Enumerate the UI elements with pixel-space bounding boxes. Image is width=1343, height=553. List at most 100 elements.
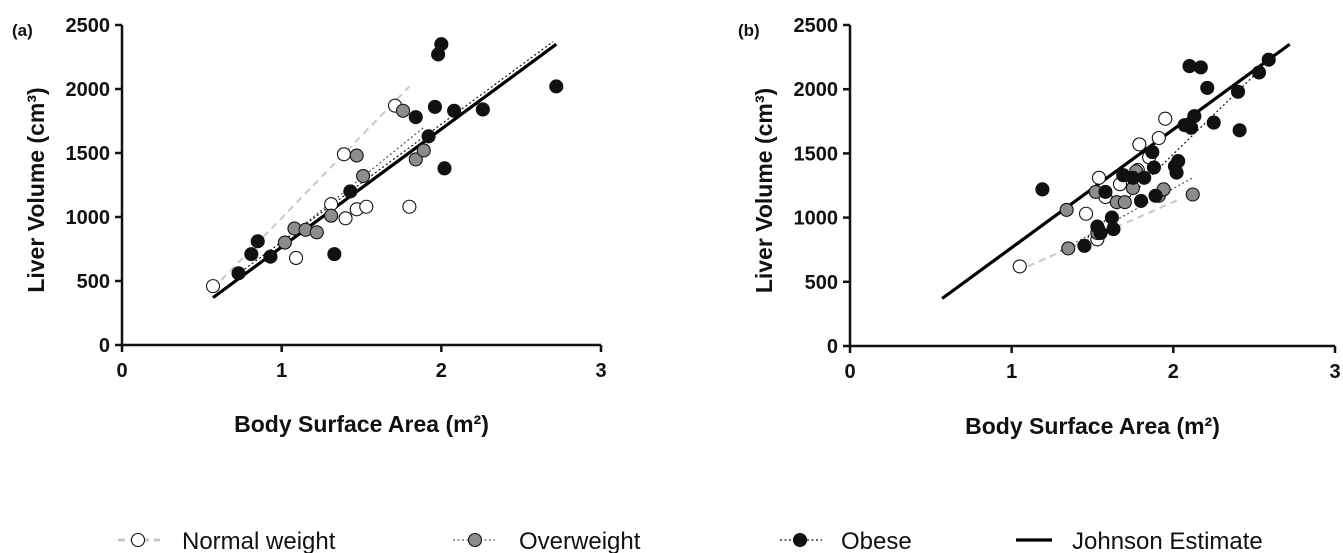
data-point-normal: [1158, 111, 1173, 126]
data-point-obese: [1093, 225, 1108, 241]
y-tick-label: 500: [805, 272, 838, 294]
y-tick-label: 2000: [66, 79, 111, 101]
y-tick-label: 0: [99, 335, 110, 357]
data-point-obese: [1145, 145, 1160, 160]
data-point-obese: [250, 234, 265, 249]
y-tick-label: 1500: [66, 143, 111, 165]
legend-swatch-marker: [792, 532, 808, 548]
data-point-overweight: [324, 208, 339, 223]
fit-line-normal: [1027, 197, 1182, 268]
data-point-obese: [1206, 115, 1221, 130]
legend-label: Overweight: [519, 528, 641, 553]
data-point-obese: [343, 184, 358, 199]
data-point-overweight: [356, 168, 371, 184]
data-point-obese: [1146, 160, 1161, 175]
data-point-obese: [1171, 154, 1186, 169]
fit-line-obese: [233, 41, 554, 278]
data-point-obese: [1035, 182, 1050, 197]
data-point-obese: [475, 102, 490, 117]
data-point-obese: [1137, 170, 1152, 185]
data-point-normal: [402, 199, 417, 214]
data-point-overweight: [395, 103, 411, 118]
x-tick-label: 3: [595, 360, 606, 382]
data-point-overweight: [1061, 241, 1076, 256]
data-point-obese: [1193, 60, 1208, 75]
data-point-obese: [327, 247, 342, 262]
data-point-overweight: [416, 143, 431, 158]
data-point-obese: [1133, 193, 1149, 208]
x-tick-label: 1: [1006, 361, 1017, 383]
data-point-normal: [1151, 130, 1166, 146]
y-tick-label: 1000: [794, 208, 839, 230]
panel-label: (a): [12, 21, 33, 40]
x-tick-label: 2: [1168, 361, 1179, 383]
data-point-normal: [205, 279, 221, 294]
legend: Normal weight Overweight Obese Johnson Esti…: [118, 528, 1263, 553]
data-point-normal: [1132, 137, 1147, 152]
legend-swatch-marker: [467, 532, 483, 548]
chart-panel-b: 0 500 1000 1500 2000 2500 0 1 2 3 (b) Body Surface …: [738, 15, 1341, 439]
data-point-obese: [1230, 84, 1246, 99]
data-point-obese: [549, 79, 564, 94]
y-tick-label: 2500: [794, 15, 839, 37]
data-point-obese: [427, 99, 442, 114]
y-tick-label: 1000: [66, 207, 111, 229]
legend-swatch-marker: [130, 532, 146, 548]
y-tick-label: 2500: [66, 15, 111, 37]
y-tick-label: 1500: [794, 143, 839, 165]
y-tick-label: 0: [827, 336, 838, 358]
x-tick-label: 3: [1329, 361, 1340, 383]
data-point-normal: [1078, 206, 1094, 221]
data-point-obese: [421, 129, 436, 144]
data-point-normal: [359, 199, 374, 214]
legend-label: Johnson Estimate: [1072, 528, 1263, 553]
data-point-normal: [1091, 170, 1107, 185]
x-tick-label: 1: [276, 360, 287, 382]
data-point-normal: [1012, 259, 1027, 274]
legend-item-johnson: Johnson Estimate: [1016, 528, 1263, 553]
legend-item-normal: Normal weight: [118, 528, 336, 553]
data-point-normal: [336, 147, 351, 162]
fit-line-normal: [212, 85, 411, 290]
johnson-estimate-line: [941, 42, 1291, 300]
y-axis-title: Liver Volume (cm³): [23, 87, 49, 292]
data-point-overweight: [1185, 187, 1200, 202]
data-point-overweight: [408, 152, 423, 167]
data-point-obese: [408, 110, 423, 125]
x-tick-label: 2: [436, 360, 447, 382]
chart-panel-a: 0 500 1000 1500 2000 2500 0 1 2 3 (a) Body Surface …: [12, 15, 607, 437]
data-point-obese: [434, 37, 449, 52]
data-point-normal: [338, 211, 353, 226]
data-point-obese: [1187, 109, 1202, 124]
data-point-obese: [1148, 188, 1163, 203]
data-point-obese: [1200, 80, 1215, 95]
legend-label: Normal weight: [182, 528, 336, 553]
x-tick-label: 0: [116, 360, 127, 382]
panel-label: (b): [738, 21, 760, 40]
y-axis-title: Liver Volume (cm³): [751, 88, 777, 293]
data-point-overweight: [349, 148, 364, 163]
x-axis-title: Body Surface Area (m²): [234, 411, 489, 437]
data-point-obese: [1104, 210, 1119, 225]
x-tick-label: 0: [844, 361, 855, 383]
data-point-obese: [437, 161, 452, 176]
data-point-obese: [1261, 52, 1276, 67]
data-point-obese: [1098, 184, 1113, 199]
data-point-overweight: [1117, 195, 1132, 210]
y-tick-label: 2000: [794, 79, 839, 101]
legend-item-obese: Obese: [780, 528, 912, 553]
data-point-obese: [1106, 222, 1121, 237]
legend-item-overweight: Overweight: [453, 528, 641, 553]
data-point-obese: [1251, 65, 1267, 80]
data-point-obese: [1184, 120, 1199, 135]
legend-label: Obese: [841, 528, 912, 553]
data-point-obese: [1169, 165, 1184, 180]
y-tick-label: 500: [77, 271, 110, 293]
x-axis-title: Body Surface Area (m²): [965, 413, 1220, 439]
data-point-obese: [1077, 238, 1092, 253]
data-point-overweight: [309, 225, 324, 240]
data-point-obese: [244, 247, 259, 262]
data-point-obese: [447, 103, 462, 118]
